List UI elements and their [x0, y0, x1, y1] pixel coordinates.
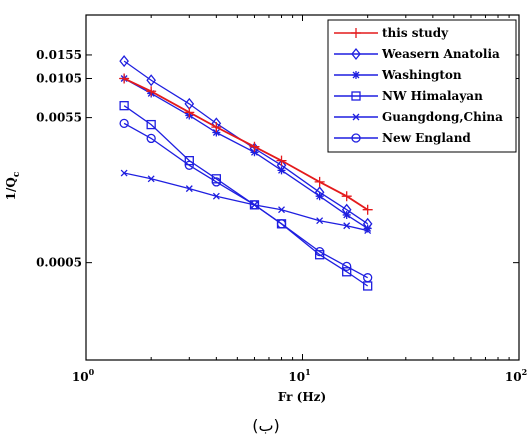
legend-marker: [351, 47, 361, 61]
svg-text:1/Qc: 1/Qc: [4, 171, 22, 200]
data-point: [341, 191, 352, 202]
data-point: [314, 246, 325, 257]
legend-marker: [352, 113, 360, 121]
legend-marker: [351, 133, 361, 143]
y-tick-label: 0.0105: [36, 71, 82, 85]
data-point: [120, 169, 128, 177]
data-point: [363, 224, 372, 233]
data-point: [185, 185, 193, 193]
data-point: [362, 204, 373, 215]
data-point: [315, 192, 324, 201]
y-tick-label: 0.0005: [36, 256, 82, 270]
x-tick-label: 101: [288, 367, 310, 384]
y-tick-label: 0.0055: [36, 111, 82, 125]
x-tick-label: 100: [72, 367, 95, 384]
data-point: [146, 133, 156, 144]
data-point: [276, 155, 287, 166]
legend-item: this study: [334, 26, 449, 40]
y-axis-label: 1/Qc: [4, 171, 22, 200]
series-line: [123, 172, 368, 232]
data-point: [316, 217, 324, 225]
data-point: [146, 74, 157, 87]
data-point: [184, 107, 195, 118]
data-point: [277, 166, 286, 175]
legend-marker: [351, 28, 361, 38]
series-new-england: [119, 118, 373, 283]
data-point: [212, 192, 220, 200]
data-point: [249, 141, 260, 152]
data-point: [342, 261, 352, 272]
y-tick-label: 0.0155: [36, 48, 82, 62]
legend-label: NW Himalayan: [382, 89, 483, 103]
legend-label: this study: [382, 26, 449, 40]
series-this-study: [119, 73, 373, 215]
legend-marker: [352, 71, 360, 79]
series-line: [123, 122, 368, 279]
legend-label: Washington: [381, 68, 462, 82]
data-point: [119, 118, 129, 129]
legend-item: New England: [334, 131, 471, 145]
data-point: [211, 122, 222, 133]
legend-item: NW Himalayan: [334, 89, 483, 103]
y-axis-label-main: 1/Q: [4, 177, 18, 200]
data-point: [343, 222, 351, 230]
legend-marker: [351, 91, 361, 101]
data-point: [184, 160, 194, 170]
legend-item: Washington: [334, 68, 462, 82]
data-point: [146, 119, 156, 130]
data-point: [363, 273, 373, 283]
data-point: [212, 128, 221, 137]
y-axis-label-subscript: c: [12, 171, 22, 177]
data-point: [211, 177, 221, 187]
data-point: [342, 210, 351, 219]
legend-label: Weasern Anatolia: [381, 47, 500, 61]
data-point: [119, 73, 130, 84]
data-point: [146, 86, 157, 97]
x-tick-label: 102: [505, 367, 527, 384]
legend-label: New England: [382, 131, 471, 145]
data-point: [250, 148, 259, 157]
series-layer: [119, 55, 373, 291]
data-point: [119, 55, 129, 68]
data-point: [314, 176, 325, 187]
figure-caption: (ب): [252, 416, 280, 435]
x-axis-label: Fr (Hz): [278, 390, 326, 404]
data-point: [119, 101, 129, 111]
data-point: [249, 200, 260, 210]
legend-label: Guangdong,China: [382, 110, 503, 124]
legend-box: [327, 19, 517, 153]
legend-item: Guangdong,China: [334, 110, 503, 124]
data-point: [364, 227, 372, 235]
data-point: [278, 206, 285, 214]
legend: this study Weasern Anatolia Washington NW H…: [327, 19, 517, 153]
legend-item: Weasern Anatolia: [334, 47, 500, 61]
data-point: [147, 175, 155, 183]
data-point: [314, 250, 325, 260]
data-point: [342, 267, 352, 277]
data-point: [276, 219, 287, 229]
